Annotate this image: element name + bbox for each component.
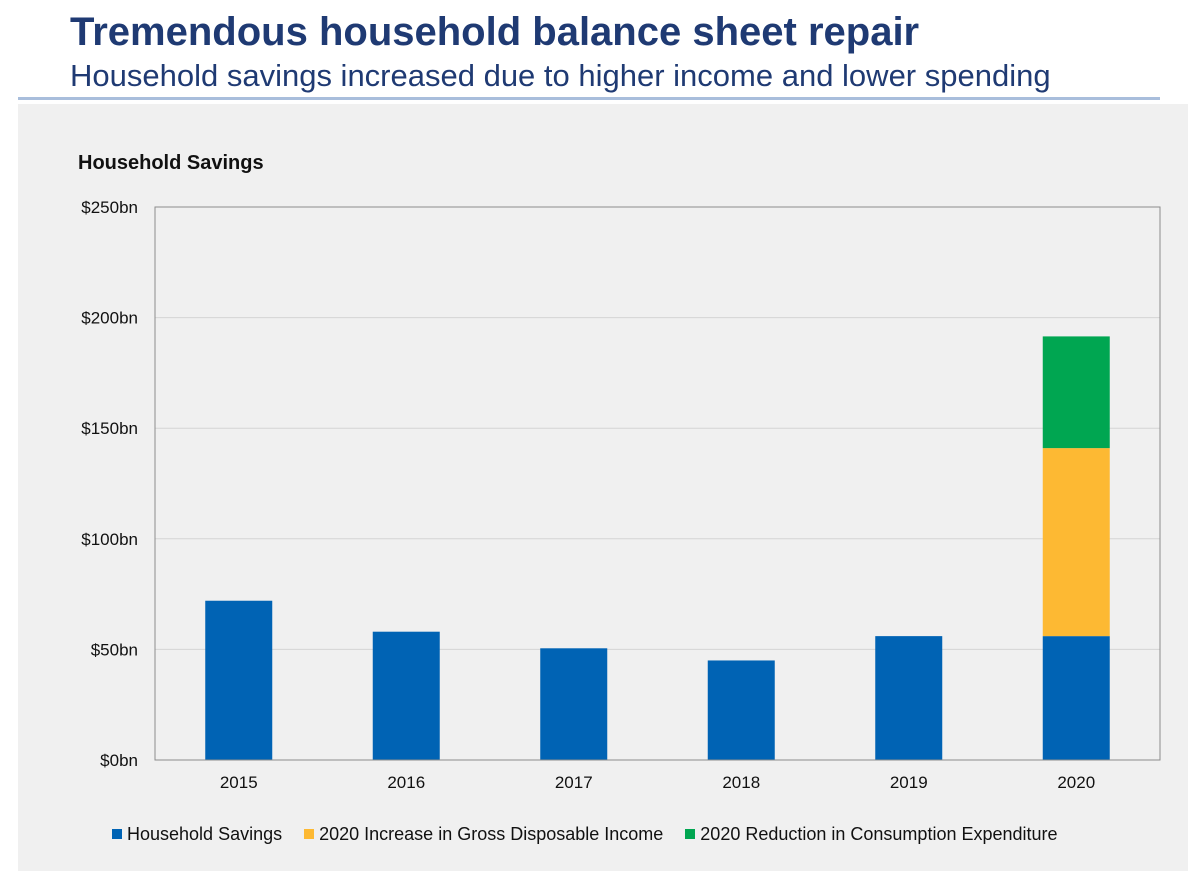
y-tick-label: $50bn	[91, 640, 138, 659]
bar-2018-series-0	[707, 660, 775, 760]
x-tick-label: 2016	[387, 773, 425, 792]
legend-item: 2020 Increase in Gross Disposable Income	[304, 824, 663, 845]
legend-label: 2020 Reduction in Consumption Expenditur…	[700, 823, 1058, 844]
y-tick-label: $200bn	[81, 309, 138, 328]
bar-2020-series-0	[1042, 636, 1110, 760]
legend-item: 2020 Reduction in Consumption Expenditur…	[685, 823, 1058, 845]
chart-title: Household Savings	[78, 152, 264, 174]
y-tick-label: $150bn	[81, 419, 138, 438]
legend-swatch	[112, 829, 122, 839]
y-tick-label: $100bn	[81, 530, 138, 549]
legend-item: Household Savings	[112, 824, 282, 845]
x-tick-label: 2018	[722, 773, 760, 792]
plot-area	[155, 207, 1160, 760]
bar-2016-series-0	[372, 631, 440, 760]
x-tick-label: 2017	[555, 773, 593, 792]
legend-swatch	[685, 829, 696, 839]
bar-2017-series-0	[540, 648, 608, 760]
header-divider	[18, 97, 1160, 100]
bars	[205, 336, 1110, 760]
x-tick-label: 2015	[220, 773, 258, 792]
y-tick-label: $0bn	[100, 751, 138, 770]
legend-label: 2020 Increase in Gross Disposable Income	[319, 823, 664, 844]
bar-2015-series-0	[205, 600, 273, 760]
legend-label: Household Savings	[127, 823, 283, 844]
chart-legend: Household Savings 2020 Increase in Gross …	[112, 822, 1080, 846]
page-subtitle: Household savings increased due to highe…	[70, 58, 1051, 93]
page-title: Tremendous household balance sheet repai…	[70, 10, 920, 54]
x-axis-ticks: 2015 2016 2017 2018 2019 2020	[220, 773, 1095, 792]
y-axis-ticks: $0bn $50bn $100bn $150bn $200bn $250bn	[81, 198, 138, 770]
legend-swatch	[304, 829, 315, 839]
bar-2020-series-2	[1042, 336, 1110, 449]
gridlines	[155, 317, 1160, 650]
bar-2019-series-0	[875, 636, 943, 760]
y-tick-label: $250bn	[81, 198, 138, 217]
x-tick-label: 2020	[1057, 773, 1095, 792]
plot-border	[154, 206, 1161, 761]
x-tick-label: 2019	[890, 773, 928, 792]
bar-2020-series-1	[1042, 448, 1110, 637]
